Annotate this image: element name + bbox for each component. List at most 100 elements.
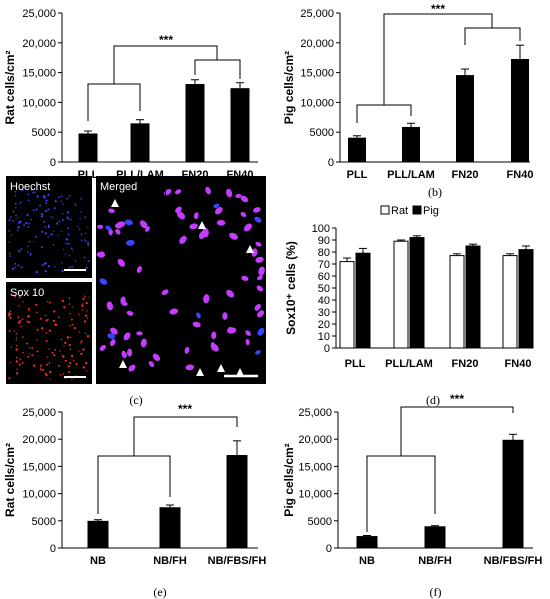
bar-rat bbox=[339, 261, 355, 349]
nucleus bbox=[26, 251, 29, 253]
nucleus bbox=[253, 207, 261, 213]
nucleus bbox=[12, 220, 15, 222]
nucleus bbox=[36, 339, 38, 341]
nucleus bbox=[80, 352, 83, 356]
nucleus bbox=[35, 271, 38, 274]
nucleus bbox=[78, 313, 80, 315]
nucleus bbox=[44, 314, 47, 317]
nucleus bbox=[44, 270, 47, 273]
nucleus bbox=[27, 193, 30, 196]
nucleus bbox=[15, 332, 18, 335]
legend-swatch-rat bbox=[380, 205, 390, 215]
nucleus bbox=[108, 208, 115, 214]
nucleus bbox=[9, 361, 11, 364]
nucleus bbox=[18, 296, 21, 299]
nucleus bbox=[70, 218, 72, 221]
y-tick-label: 80 bbox=[318, 247, 330, 259]
nucleus bbox=[8, 377, 11, 380]
nucleus bbox=[74, 204, 77, 206]
nucleus bbox=[10, 234, 13, 236]
chart-f: 0 5000 10,000 15,000 20,000 25,000 Pig cells/c… bbox=[282, 392, 542, 599]
nucleus bbox=[148, 361, 155, 367]
nucleus bbox=[110, 327, 118, 335]
nucleus bbox=[222, 312, 228, 320]
nucleus bbox=[11, 267, 15, 271]
nucleus bbox=[105, 225, 112, 231]
nucleus bbox=[65, 242, 68, 245]
nucleus bbox=[68, 194, 71, 197]
nucleus bbox=[35, 303, 38, 306]
arrowhead bbox=[198, 221, 206, 229]
nucleus bbox=[21, 318, 24, 321]
nucleus bbox=[47, 194, 49, 197]
nucleus bbox=[19, 203, 21, 205]
chart-b: 0 5000 10,000 15,000 20,000 25,000 Pig cells/c… bbox=[282, 2, 533, 199]
nucleus bbox=[21, 336, 24, 338]
nucleus bbox=[18, 250, 21, 253]
nucleus bbox=[58, 364, 61, 367]
nucleus bbox=[80, 211, 82, 213]
nucleus bbox=[52, 217, 54, 219]
y-tick-label: 25,000 bbox=[300, 8, 334, 20]
nucleus bbox=[41, 327, 44, 330]
nucleus bbox=[36, 328, 39, 331]
nucleus bbox=[8, 252, 11, 255]
nucleus bbox=[21, 189, 24, 192]
nucleus bbox=[9, 310, 12, 313]
nucleus bbox=[85, 232, 87, 234]
bar-pig bbox=[409, 237, 425, 349]
nucleus bbox=[45, 210, 48, 213]
nucleus bbox=[30, 189, 33, 191]
nucleus bbox=[26, 342, 29, 345]
nucleus bbox=[32, 191, 35, 194]
nucleus bbox=[106, 301, 114, 311]
y-axis-label: Rat cells/cm² bbox=[3, 50, 17, 124]
nucleus bbox=[47, 318, 49, 321]
y-tick-label: 20,000 bbox=[22, 434, 56, 446]
nucleus bbox=[15, 207, 17, 209]
y-tick-label: 40 bbox=[318, 295, 330, 307]
nucleus bbox=[43, 263, 46, 266]
nucleus bbox=[61, 299, 65, 303]
nucleus bbox=[185, 364, 195, 371]
category-label: PLL/LAM bbox=[387, 169, 435, 181]
nucleus bbox=[66, 216, 68, 218]
nucleus bbox=[61, 218, 64, 222]
bar-rat bbox=[393, 240, 409, 349]
nucleus bbox=[17, 216, 19, 219]
nucleus bbox=[45, 319, 48, 322]
nucleus bbox=[126, 348, 133, 357]
nucleus bbox=[19, 358, 21, 360]
nucleus bbox=[53, 354, 56, 357]
bar-rat bbox=[449, 255, 465, 349]
merged-label: Merged bbox=[100, 181, 137, 193]
chart-e: 0 5000 10,000 15,000 20,000 25,000 Rat cells/c… bbox=[3, 402, 266, 599]
nucleus bbox=[85, 240, 87, 242]
bracket-right bbox=[194, 59, 241, 79]
nucleus bbox=[44, 372, 47, 375]
y-tick-label: 15,000 bbox=[298, 461, 332, 473]
bracket-top bbox=[113, 45, 218, 84]
nucleus bbox=[61, 230, 63, 232]
nucleus bbox=[229, 232, 238, 240]
nucleus bbox=[27, 199, 30, 202]
nucleus bbox=[40, 246, 43, 249]
nucleus bbox=[19, 220, 22, 223]
category-label: PLL bbox=[345, 358, 366, 370]
nucleus bbox=[70, 354, 74, 358]
nucleus bbox=[69, 361, 72, 364]
nucleus bbox=[125, 239, 135, 246]
nucleus bbox=[69, 336, 72, 339]
nucleus bbox=[78, 331, 80, 333]
nucleus bbox=[84, 295, 86, 297]
category-label: FN40 bbox=[505, 358, 532, 370]
nucleus bbox=[80, 233, 83, 236]
nucleus bbox=[82, 366, 85, 369]
nucleus bbox=[47, 208, 50, 211]
category-label: NB/FH bbox=[153, 555, 187, 567]
bracket-top bbox=[383, 13, 493, 105]
bar bbox=[130, 123, 150, 163]
caption-e: (e) bbox=[153, 585, 166, 599]
nucleus bbox=[20, 325, 22, 328]
y-axis-label: Rat cells/cm² bbox=[3, 443, 17, 517]
